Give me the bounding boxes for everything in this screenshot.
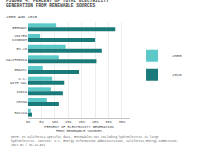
svg-text:UNITEDKINGDOM: UNITEDKINGDOM: [12, 34, 27, 43]
svg-text:U.S.WITH CAL: U.S.WITH CAL: [10, 77, 27, 86]
svg-text:INDIA: INDIA: [16, 90, 27, 94]
svg-text:2005: 2005: [172, 54, 182, 58]
svg-text:25%: 25%: [92, 120, 99, 124]
svg-text:0%: 0%: [26, 120, 31, 124]
svg-text:BRAZIL: BRAZIL: [14, 68, 27, 72]
svg-text:5%: 5%: [39, 120, 44, 124]
svg-text:RUSSIA: RUSSIA: [14, 111, 28, 115]
svg-text:2005 AND 2015: 2005 AND 2015: [6, 15, 38, 19]
svg-text:EU-28: EU-28: [16, 47, 27, 51]
svg-text:30%: 30%: [105, 120, 112, 124]
svg-text:35%: 35%: [119, 120, 126, 124]
svg-text:CALIFORNIA: CALIFORNIA: [6, 58, 28, 62]
svg-text:15%: 15%: [65, 120, 72, 124]
svg-text:10%: 10%: [52, 120, 59, 124]
svg-text:NOTE: In California-specific d: NOTE: In California-specific data, Renew…: [11, 135, 179, 147]
svg-text:PERCENT OF ELECTRICITY GENERAT: PERCENT OF ELECTRICITY GENERATIONFROM RE…: [44, 125, 113, 134]
svg-text:2015: 2015: [172, 73, 182, 77]
svg-text:20%: 20%: [79, 120, 86, 124]
svg-text:CHINA: CHINA: [16, 100, 27, 104]
svg-text:FIGURE 4. PERCENT OF TOTAL ELE: FIGURE 4. PERCENT OF TOTAL ELECTRICITYGE…: [6, 0, 109, 8]
svg-text:GERMANY: GERMANY: [12, 26, 28, 30]
